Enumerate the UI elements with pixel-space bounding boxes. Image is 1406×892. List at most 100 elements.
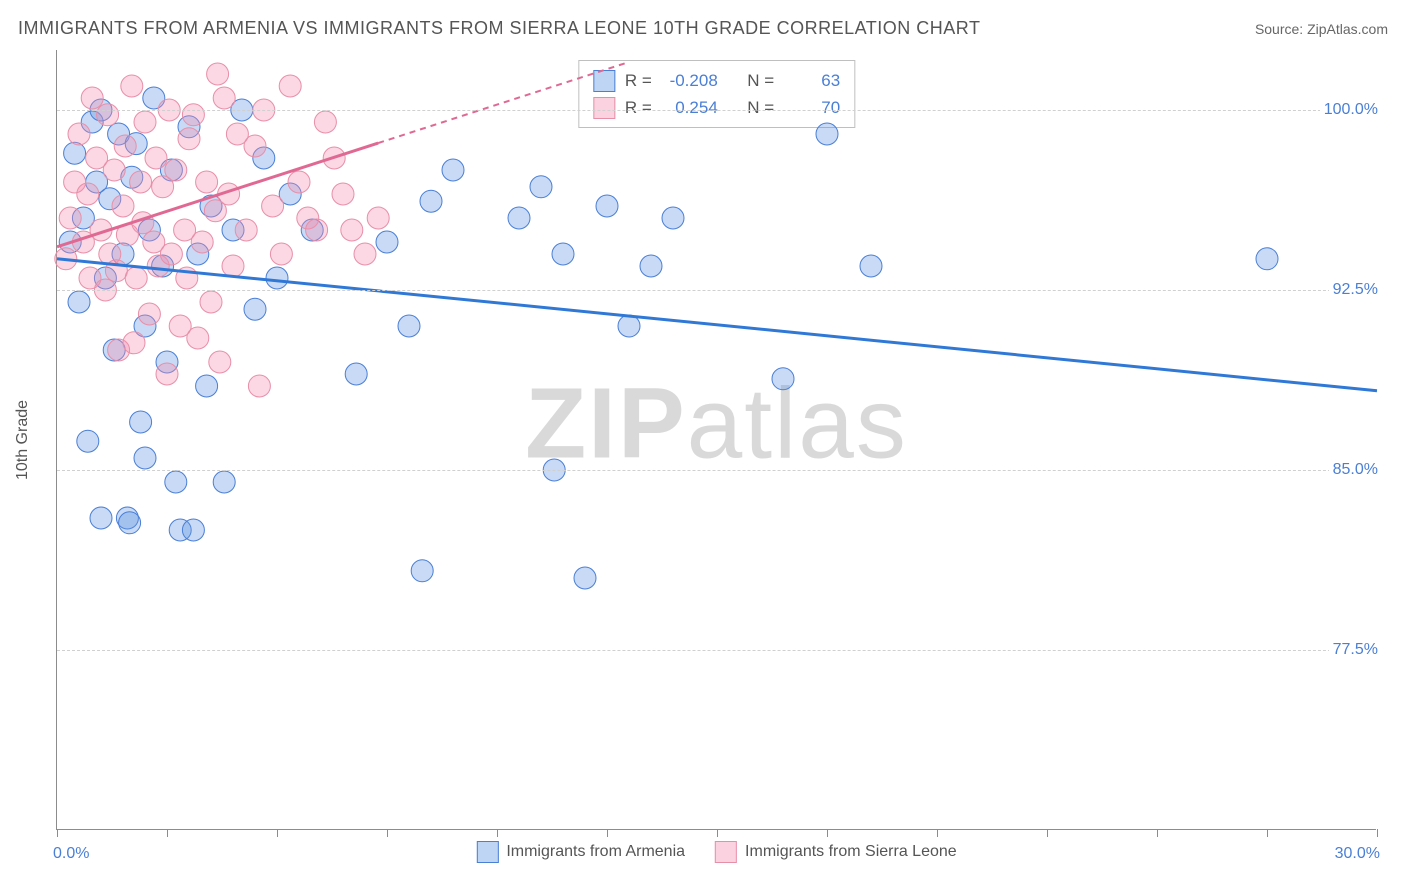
scatter-point — [574, 567, 596, 589]
scatter-point — [145, 147, 167, 169]
scatter-point — [816, 123, 838, 145]
y-axis-title: 10th Grade — [14, 399, 32, 479]
scatter-point — [266, 267, 288, 289]
scatter-point — [662, 207, 684, 229]
x-tick — [1047, 829, 1048, 837]
scatter-point — [178, 128, 200, 150]
scatter-point — [130, 171, 152, 193]
scatter-point — [209, 351, 231, 373]
scatter-point — [130, 411, 152, 433]
scatter-point — [411, 560, 433, 582]
scatter-point — [367, 207, 389, 229]
y-tick-label: 85.0% — [1329, 461, 1378, 479]
scatter-point — [279, 75, 301, 97]
x-tick — [277, 829, 278, 837]
scatter-point — [345, 363, 367, 385]
scatter-point — [196, 375, 218, 397]
scatter-point — [165, 471, 187, 493]
scatter-point — [68, 123, 90, 145]
grid-line — [57, 650, 1376, 651]
scatter-point — [97, 104, 119, 126]
scatter-point — [64, 142, 86, 164]
swatch-pink-icon — [715, 841, 737, 863]
y-tick-label: 100.0% — [1320, 101, 1378, 119]
scatter-point — [244, 298, 266, 320]
scatter-point — [119, 512, 141, 534]
regression-line-dashed — [378, 62, 629, 143]
scatter-point — [398, 315, 420, 337]
scatter-point — [207, 63, 229, 85]
y-tick-label: 77.5% — [1329, 641, 1378, 659]
legend-item-sierra-leone: Immigrants from Sierra Leone — [715, 841, 957, 863]
scatter-point — [68, 291, 90, 313]
scatter-point — [640, 255, 662, 277]
x-tick — [937, 829, 938, 837]
plot-area: 10th Grade ZIPatlas R = -0.208 N = 63 R … — [56, 50, 1376, 830]
scatter-point — [222, 255, 244, 277]
scatter-point — [200, 291, 222, 313]
scatter-point — [103, 159, 125, 181]
scatter-point — [772, 368, 794, 390]
scatter-point — [244, 135, 266, 157]
scatter-point — [332, 183, 354, 205]
scatter-point — [248, 375, 270, 397]
scatter-point — [182, 519, 204, 541]
y-tick-label: 92.5% — [1329, 281, 1378, 299]
x-tick — [1377, 829, 1378, 837]
scatter-point — [59, 207, 81, 229]
x-min-label: 0.0% — [53, 845, 89, 863]
x-tick — [167, 829, 168, 837]
scatter-point — [552, 243, 574, 265]
scatter-point — [235, 219, 257, 241]
scatter-point — [262, 195, 284, 217]
x-tick — [387, 829, 388, 837]
scatter-point — [77, 183, 99, 205]
scatter-point — [121, 75, 143, 97]
scatter-point — [114, 135, 136, 157]
scatter-svg — [57, 50, 1376, 829]
scatter-point — [77, 430, 99, 452]
chart-title: IMMIGRANTS FROM ARMENIA VS IMMIGRANTS FR… — [18, 18, 980, 39]
x-tick — [717, 829, 718, 837]
scatter-point — [191, 231, 213, 253]
scatter-point — [341, 219, 363, 241]
scatter-point — [354, 243, 376, 265]
x-tick — [57, 829, 58, 837]
x-tick — [1157, 829, 1158, 837]
scatter-point — [134, 111, 156, 133]
scatter-point — [81, 87, 103, 109]
x-tick — [1267, 829, 1268, 837]
grid-line — [57, 290, 1376, 291]
grid-line — [57, 110, 1376, 111]
x-tick — [497, 829, 498, 837]
scatter-point — [90, 507, 112, 529]
swatch-blue-icon — [476, 841, 498, 863]
bottom-legend: Immigrants from Armenia Immigrants from … — [476, 841, 956, 863]
scatter-point — [306, 219, 328, 241]
scatter-point — [442, 159, 464, 181]
scatter-point — [288, 171, 310, 193]
scatter-point — [138, 303, 160, 325]
scatter-point — [376, 231, 398, 253]
scatter-point — [270, 243, 292, 265]
source-label: Source: ZipAtlas.com — [1255, 21, 1388, 37]
scatter-point — [112, 195, 134, 217]
scatter-point — [420, 190, 442, 212]
scatter-point — [187, 327, 209, 349]
scatter-point — [125, 267, 147, 289]
scatter-point — [123, 332, 145, 354]
scatter-point — [213, 87, 235, 109]
scatter-point — [134, 447, 156, 469]
scatter-point — [160, 243, 182, 265]
x-tick — [827, 829, 828, 837]
scatter-point — [860, 255, 882, 277]
scatter-point — [196, 171, 218, 193]
scatter-point — [156, 363, 178, 385]
grid-line — [57, 470, 1376, 471]
x-tick — [607, 829, 608, 837]
scatter-point — [182, 104, 204, 126]
scatter-point — [530, 176, 552, 198]
scatter-point — [314, 111, 336, 133]
regression-line — [57, 259, 1377, 391]
scatter-point — [508, 207, 530, 229]
